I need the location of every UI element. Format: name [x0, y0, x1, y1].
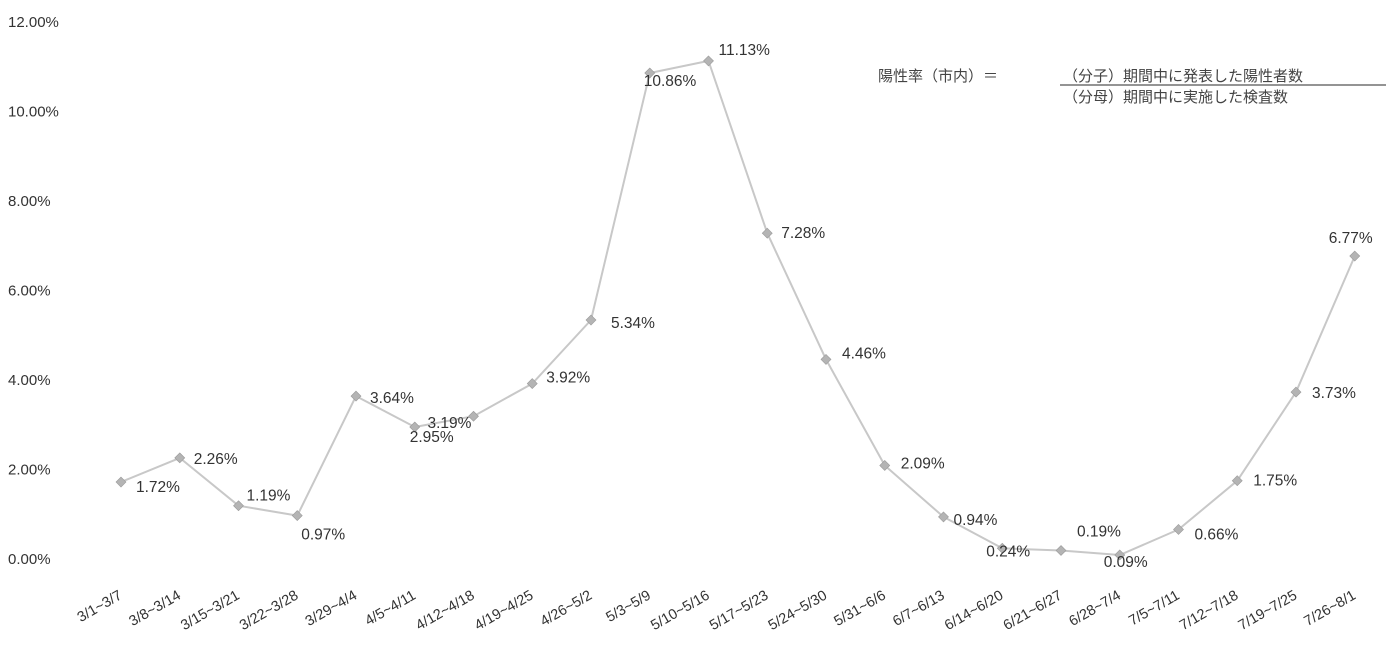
x-tick-label: 3/1~3/7 [75, 588, 125, 626]
x-tick-label: 4/26~5/2 [538, 588, 595, 630]
data-point-marker [468, 410, 479, 422]
data-label: 0.97% [301, 527, 345, 544]
data-point-marker [409, 421, 421, 433]
y-tick-label: 8.00% [8, 193, 51, 210]
y-tick-label: 4.00% [8, 372, 51, 389]
data-point-marker [820, 353, 832, 365]
formula-denominator: （分母）期間中に実施した検査数 [1063, 89, 1288, 106]
series-line [120, 59, 1356, 556]
x-tick-label: 3/15~3/21 [178, 588, 242, 634]
data-point-marker [879, 460, 891, 471]
x-tick-label: 5/31~6/6 [832, 588, 889, 630]
data-label: 3.64% [370, 390, 414, 407]
data-label: 2.26% [194, 451, 238, 468]
data-label: 3.92% [546, 370, 590, 387]
x-tick-label: 4/12~4/18 [413, 588, 477, 634]
x-axis: 3/1~3/7 3/8~3/143/15~3/213/22~3/28 3/29~4/… [75, 588, 1359, 634]
data-point-marker [1231, 475, 1243, 487]
data-point-marker [526, 378, 538, 390]
y-tick-label: 0.00% [8, 551, 51, 568]
data-point-marker [115, 476, 127, 488]
x-tick-label: 5/3~5/9 [603, 588, 653, 626]
x-tick-label: 5/24~5/30 [766, 588, 830, 634]
data-point-marker [585, 314, 597, 326]
x-tick-label: 3/22~3/28 [237, 588, 301, 634]
x-tick-label: 5/10~5/16 [648, 588, 712, 634]
data-point-marker [1173, 524, 1184, 535]
plot-area: 1.72% 2.26% 1.19% 0.97% 3.64% 2.95%3.19% 3.92%… [115, 42, 1373, 571]
data-point-marker [350, 390, 362, 402]
x-tick-label: 4/19~4/25 [472, 588, 536, 634]
x-tick-label: 7/12~7/18 [1177, 588, 1241, 634]
y-tick-label: 12.00% [8, 14, 59, 31]
data-label: 4.46% [842, 345, 886, 362]
y-axis: 0.00% 2.00% 4.00% 6.00% 8.00% 10.00% 12.00% [8, 14, 59, 568]
data-label: 0.24% [986, 543, 1030, 560]
data-label: 1.72% [136, 479, 180, 496]
data-label: 3.73% [1312, 385, 1356, 402]
data-label: 7.28% [781, 225, 825, 242]
data-point-marker [233, 500, 244, 512]
data-label: 0.94% [954, 512, 998, 529]
x-tick-label: 3/8~3/14 [127, 588, 184, 630]
y-tick-label: 10.00% [8, 104, 59, 121]
x-tick-label: 6/28~7/4 [1067, 588, 1124, 630]
data-label: 2.09% [901, 455, 945, 472]
data-point-marker [761, 227, 773, 239]
x-tick-label: 6/7~6/13 [890, 588, 947, 630]
x-tick-label: 7/19~7/25 [1236, 588, 1300, 634]
formula-lhs: 陽性率（市内）＝ [878, 68, 998, 85]
x-tick-label: 7/26~8/1 [1302, 588, 1359, 630]
data-point-marker [1114, 549, 1126, 561]
x-tick-label: 6/14~6/20 [942, 588, 1006, 634]
data-label: 1.19% [247, 488, 291, 505]
data-point-marker [644, 67, 656, 79]
formula-numerator: （分子）期間中に発表した陽性者数 [1063, 68, 1303, 85]
data-label: 0.09% [1104, 554, 1148, 571]
data-label: 1.75% [1253, 473, 1297, 490]
data-label: 10.86% [644, 73, 697, 90]
data-point-marker [174, 452, 186, 464]
data-label: 2.95% [410, 429, 454, 446]
x-tick-label: 7/5~7/11 [1126, 588, 1182, 630]
data-point-marker [703, 55, 714, 67]
data-label: 3.19% [428, 415, 472, 432]
data-point-marker [1349, 250, 1361, 262]
data-point-marker [996, 542, 1008, 554]
data-point-marker [291, 510, 303, 522]
data-label: 11.13% [719, 42, 771, 59]
positivity-rate-formula: 陽性率（市内）＝ （分子）期間中に発表した陽性者数 （分母）期間中に実施した検査… [878, 68, 1386, 106]
y-tick-label: 6.00% [8, 283, 51, 300]
x-tick-label: 6/21~6/27 [1001, 588, 1065, 634]
data-point-marker [1290, 386, 1302, 398]
data-point-marker [938, 511, 949, 523]
y-tick-label: 2.00% [8, 462, 51, 479]
data-label: 0.19% [1077, 523, 1121, 540]
data-label: 6.77% [1329, 230, 1373, 247]
data-point-marker [1055, 545, 1067, 556]
x-tick-label: 4/5~4/11 [362, 588, 418, 630]
data-label: 0.66% [1195, 526, 1239, 543]
data-label: 5.34% [611, 315, 655, 332]
x-tick-label: 3/29~4/4 [303, 588, 360, 630]
x-tick-label: 5/17~5/23 [707, 588, 771, 634]
